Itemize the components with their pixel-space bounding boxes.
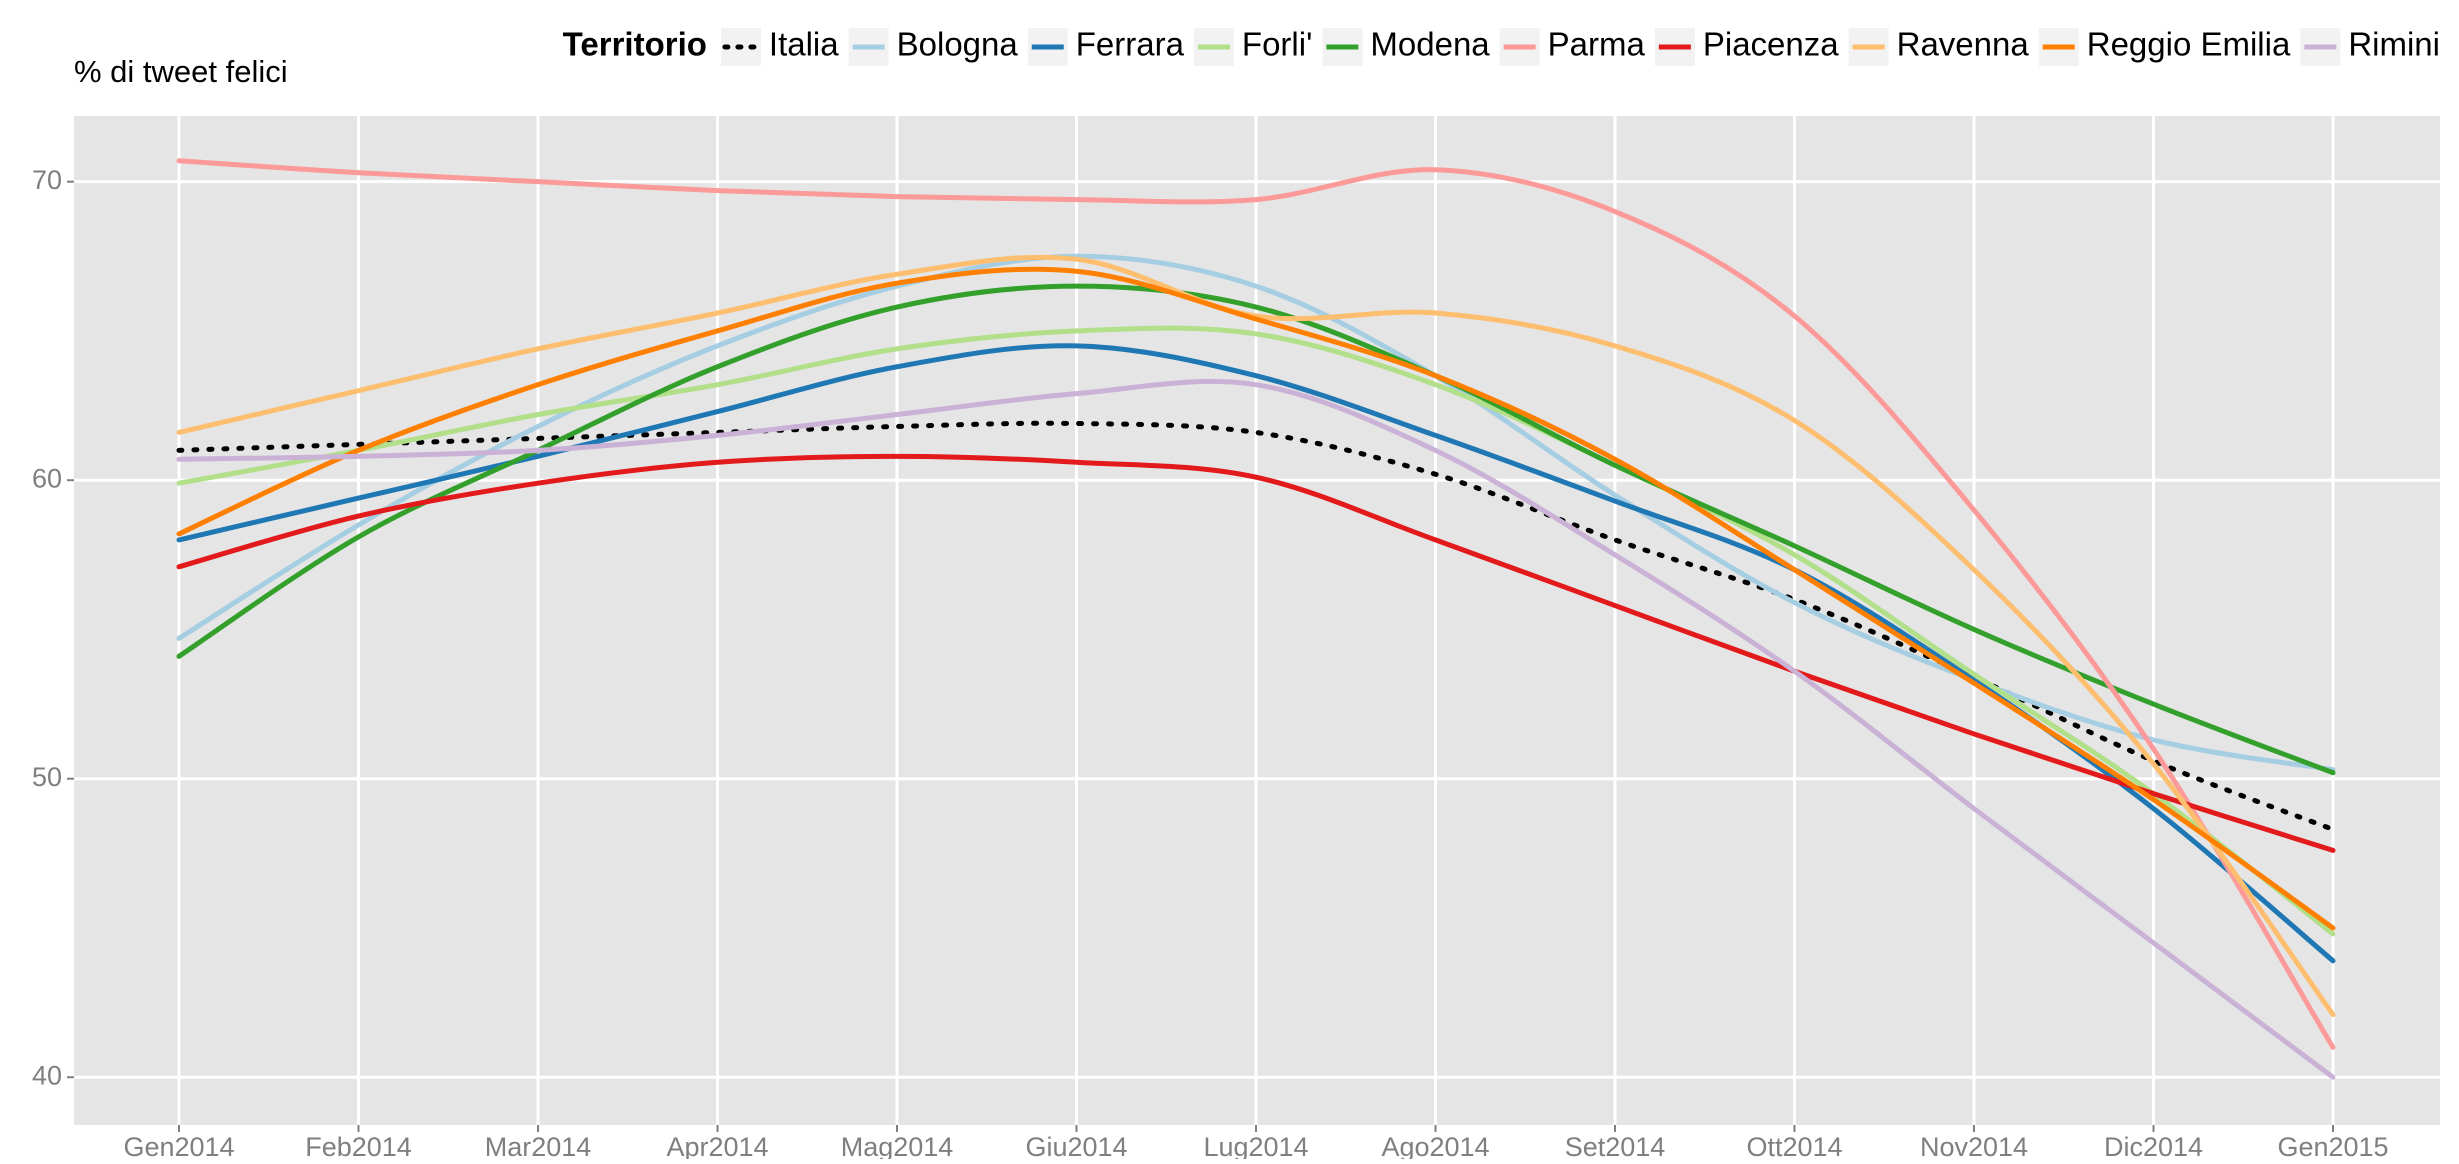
- y-tick-label: 70: [32, 165, 62, 195]
- x-tick-label: Mar2014: [485, 1132, 592, 1159]
- x-tick-label: Ott2014: [1746, 1132, 1842, 1159]
- x-tick-label: Gen2014: [123, 1132, 234, 1159]
- series-line: [176, 453, 2336, 853]
- x-tick-label: Set2014: [1565, 1132, 1666, 1159]
- series-line: [176, 325, 2336, 937]
- series-line: [176, 254, 2336, 1018]
- x-tick-label: Feb2014: [305, 1132, 412, 1159]
- legend-label: Ferrara: [1076, 26, 1185, 63]
- y-tick-label: 60: [32, 463, 62, 493]
- legend: Territorio Italia Bologna Ferrara Forli' Mod…: [563, 26, 2440, 66]
- y-tick-label: 50: [32, 762, 62, 792]
- legend-label: Parma: [1548, 26, 1646, 63]
- x-tick-label: Giu2014: [1025, 1132, 1127, 1159]
- legend-label: Bologna: [897, 26, 1019, 63]
- series-line: [176, 158, 2336, 1050]
- legend-label: Italia: [769, 26, 839, 63]
- x-tick-label: Ago2014: [1381, 1132, 1489, 1159]
- x-tick-label: Dic2014: [2104, 1132, 2203, 1159]
- legend-label: Ravenna: [1897, 26, 2030, 63]
- legend-label: Reggio Emilia: [2087, 26, 2291, 63]
- legend-title: Territorio: [563, 26, 707, 63]
- series-line: [176, 420, 2336, 832]
- legend-label: Rimini: [2348, 26, 2440, 63]
- y-tick-label: 40: [32, 1060, 62, 1090]
- x-tick-label: Gen2015: [2277, 1132, 2388, 1159]
- series-line: [176, 266, 2336, 931]
- series-line: [176, 378, 2336, 1080]
- y-axis-label: % di tweet felici: [74, 54, 288, 89]
- x-tick-label: Mag2014: [841, 1132, 954, 1159]
- x-tick-label: Lug2014: [1203, 1132, 1308, 1159]
- legend-label: Piacenza: [1703, 26, 1839, 63]
- x-tick-label: Nov2014: [1920, 1132, 2028, 1159]
- legend-label: Forli': [1242, 26, 1312, 63]
- legend-label: Modena: [1370, 26, 1490, 63]
- x-tick-label: Apr2014: [666, 1132, 768, 1159]
